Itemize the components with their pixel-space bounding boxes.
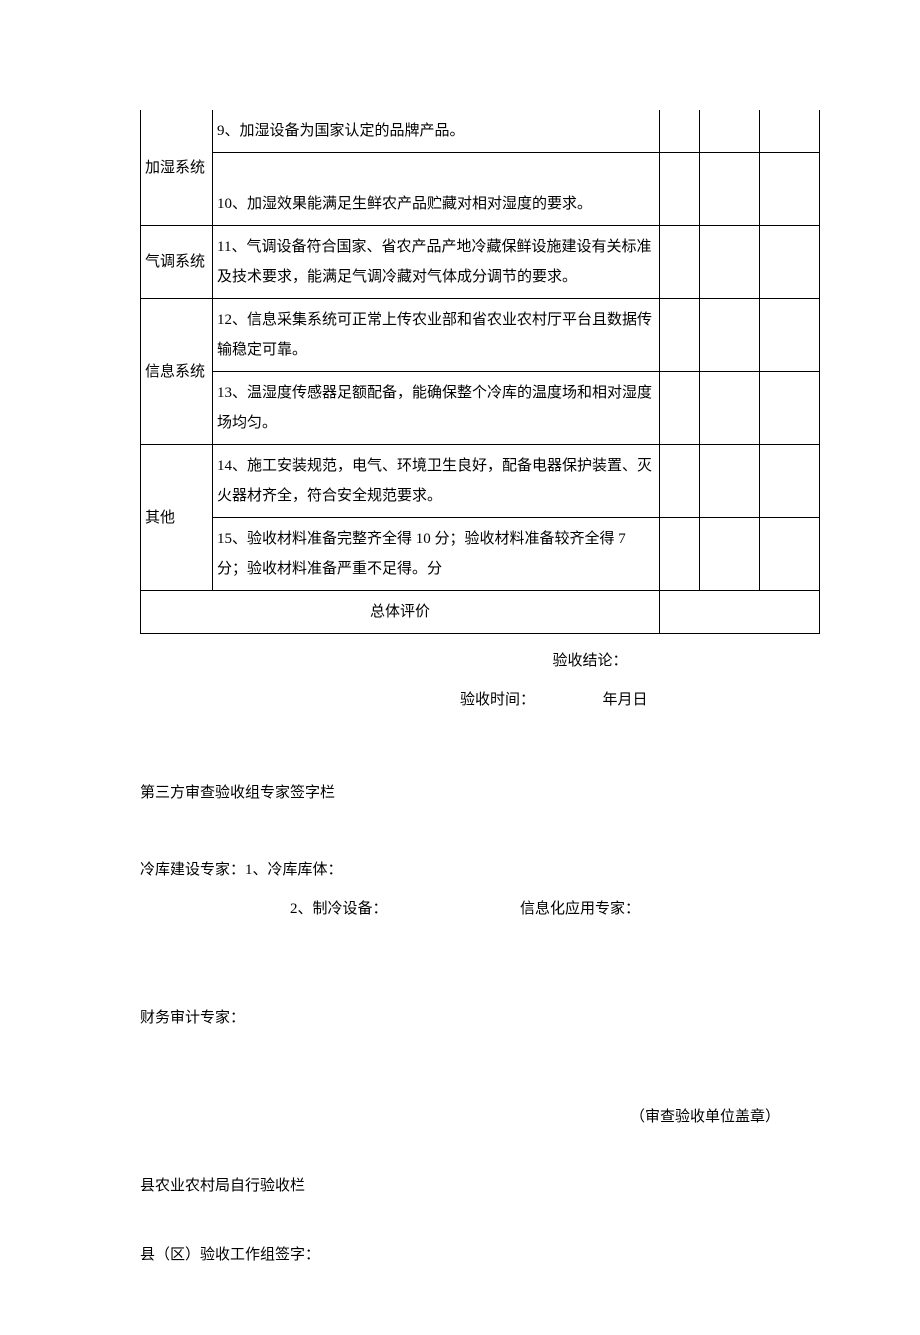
score-cell [660, 518, 700, 591]
desc-cell: 15、验收材料准备完整齐全得 10 分；验收材料准备较齐全得 7 分；验收材料准… [213, 518, 660, 591]
table-row: 气调系统 11、气调设备符合国家、省农产品产地冷藏保鲜设施建设有关标准及技术要求… [141, 226, 820, 299]
cold-store-expert-line: 冷库建设专家：1、冷库库体： [140, 851, 820, 890]
date-suffix: 年月日 [603, 692, 648, 708]
county-sign-line: 县（区）验收工作组签字： [140, 1236, 820, 1275]
info-expert-label: 信息化应用专家： [520, 890, 640, 929]
county-title: 县农业农村局自行验收栏 [140, 1167, 820, 1206]
item2-label: 2、制冷设备： [140, 890, 520, 929]
category-cell: 加湿系统 [141, 110, 213, 226]
score-cell [700, 372, 760, 445]
score-cell [660, 372, 700, 445]
score-cell [700, 518, 760, 591]
table-row: 信息系统 12、信息采集系统可正常上传农业部和省农业农村厅平台且数据传输稳定可靠… [141, 299, 820, 372]
score-cell [760, 518, 820, 591]
score-cell [760, 372, 820, 445]
table-row: 10、加湿效果能满足生鲜农产品贮藏对相对湿度的要求。 [141, 153, 820, 226]
category-cell: 其他 [141, 445, 213, 591]
score-cell [660, 445, 700, 518]
conclusion-label: 验收结论： [140, 642, 820, 681]
table-row: 加湿系统 9、加湿设备为国家认定的品牌产品。 [141, 110, 820, 153]
score-cell [700, 110, 760, 153]
score-cell [660, 110, 700, 153]
score-cell [760, 226, 820, 299]
table-row: 其他 14、施工安装规范，电气、环境卫生良好，配备电器保护装置、灭火器材齐全，符… [141, 445, 820, 518]
table-row: 15、验收材料准备完整齐全得 10 分；验收材料准备较齐全得 7 分；验收材料准… [141, 518, 820, 591]
desc-cell: 12、信息采集系统可正常上传农业部和省农业农村厅平台且数据传输稳定可靠。 [213, 299, 660, 372]
total-label: 总体评价 [141, 591, 660, 634]
score-cell [660, 226, 700, 299]
score-cell [760, 445, 820, 518]
score-cell [700, 299, 760, 372]
evaluation-table: 加湿系统 9、加湿设备为国家认定的品牌产品。 10、加湿效果能满足生鲜农产品贮藏… [140, 110, 820, 634]
total-row: 总体评价 [141, 591, 820, 634]
desc-cell: 9、加湿设备为国家认定的品牌产品。 [213, 110, 660, 153]
third-party-title: 第三方审查验收组专家签字栏 [140, 774, 820, 813]
category-cell: 气调系统 [141, 226, 213, 299]
time-line: 验收时间： 年月日 [140, 681, 820, 720]
score-cell [760, 299, 820, 372]
score-cell [660, 299, 700, 372]
score-cell [760, 153, 820, 226]
footer-section: 验收结论： 验收时间： 年月日 第三方审查验收组专家签字栏 冷库建设专家：1、冷… [140, 642, 820, 1275]
desc-cell: 13、温湿度传感器足额配备，能确保整个冷库的温度场和相对湿度场均匀。 [213, 372, 660, 445]
score-cell [660, 153, 700, 226]
score-cell [700, 445, 760, 518]
desc-cell: 11、气调设备符合国家、省农产品产地冷藏保鲜设施建设有关标准及技术要求，能满足气… [213, 226, 660, 299]
score-cell [700, 153, 760, 226]
category-cell: 信息系统 [141, 299, 213, 445]
score-cell [700, 226, 760, 299]
expert-line-2: 2、制冷设备： 信息化应用专家： [140, 890, 820, 929]
finance-expert-line: 财务审计专家： [140, 999, 820, 1038]
stamp-line: （审查验收单位盖章） [140, 1098, 820, 1137]
table-row: 13、温湿度传感器足额配备，能确保整个冷库的温度场和相对湿度场均匀。 [141, 372, 820, 445]
document-page: 加湿系统 9、加湿设备为国家认定的品牌产品。 10、加湿效果能满足生鲜农产品贮藏… [0, 0, 920, 1335]
score-cell [760, 110, 820, 153]
desc-cell: 14、施工安装规范，电气、环境卫生良好，配备电器保护装置、灭火器材齐全，符合安全… [213, 445, 660, 518]
desc-cell: 10、加湿效果能满足生鲜农产品贮藏对相对湿度的要求。 [213, 153, 660, 226]
total-value [660, 591, 820, 634]
time-label: 验收时间： [460, 692, 535, 708]
